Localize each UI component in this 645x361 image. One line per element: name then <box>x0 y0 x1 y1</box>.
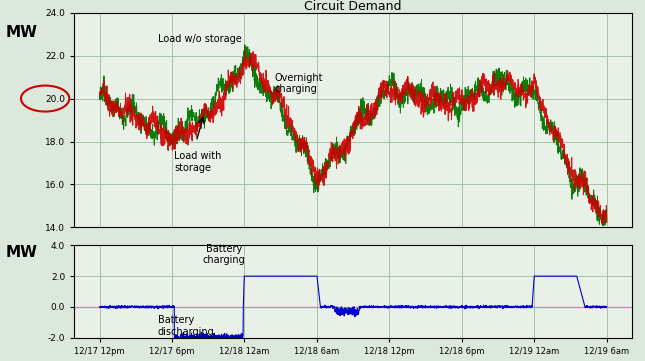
Text: MW: MW <box>5 25 37 40</box>
Title: Circuit Demand: Circuit Demand <box>304 0 402 13</box>
Text: Load w/o storage: Load w/o storage <box>158 34 242 44</box>
Text: Overnight
charging: Overnight charging <box>275 73 323 94</box>
Text: Battery
charging: Battery charging <box>203 244 246 265</box>
Text: Load with
storage: Load with storage <box>174 151 221 173</box>
Text: MW: MW <box>5 245 37 261</box>
Text: Battery
discharging: Battery discharging <box>158 315 215 337</box>
